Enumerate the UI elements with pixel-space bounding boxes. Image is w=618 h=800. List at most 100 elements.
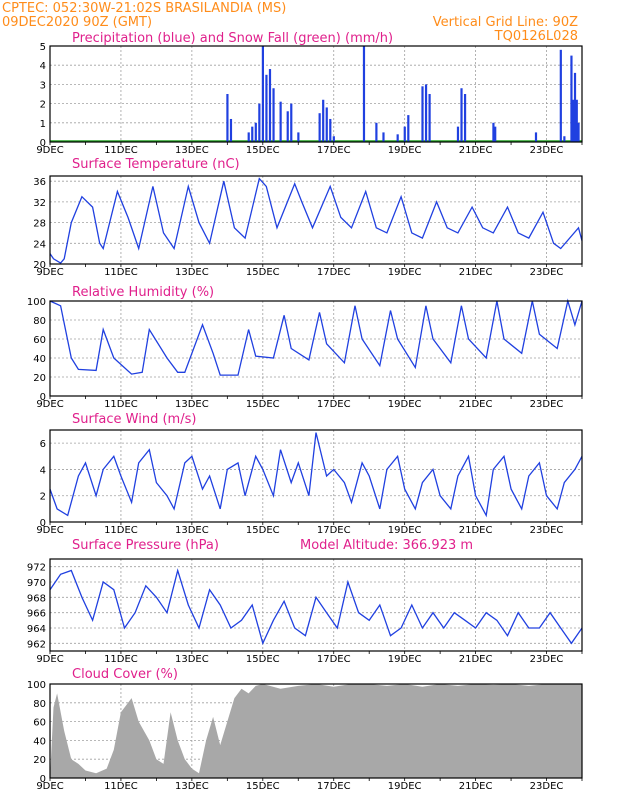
y-tick-label: 40 xyxy=(33,736,46,747)
x-tick-label: 19DEC xyxy=(388,525,422,536)
y-tick-label: 32 xyxy=(33,198,46,209)
series-line xyxy=(49,298,583,376)
y-tick-label: 0 xyxy=(40,774,46,785)
x-tick-label: 21DEC xyxy=(459,399,493,410)
panel-0: 0 1 2 3 4 5 9DEC 11DEC 13DEC 15DEC 17DEC 19DEC 21DEC… xyxy=(36,31,583,156)
x-tick-label: 13DEC xyxy=(175,267,209,278)
y-tick-label: 28 xyxy=(33,219,46,230)
x-tick-label: 13DEC xyxy=(175,145,209,156)
panel-title: Surface Wind (m/s) xyxy=(72,412,196,427)
panel-2: 0 20 40 60 80 100 9DEC 11DEC 13DEC 15DEC 17DEC 19DE… xyxy=(27,285,583,410)
y-tick-label: 60 xyxy=(33,718,46,729)
x-tick-label: 21DEC xyxy=(459,781,493,792)
x-tick-label: 9DEC xyxy=(36,145,63,156)
precip-bar xyxy=(559,49,562,143)
precip-bar xyxy=(329,118,332,142)
precip-bar xyxy=(572,99,575,142)
precip-bar xyxy=(534,132,538,142)
y-tick-label: 80 xyxy=(33,316,46,327)
x-tick-label: 23DEC xyxy=(530,654,564,665)
plot-frame xyxy=(49,45,583,143)
panel-1: 20 24 28 32 36 9DEC 11DEC 13DEC 15DEC 17DEC 19DEC 2… xyxy=(33,157,583,278)
panel-title: Precipitation (blue) and Snow Fall (gree… xyxy=(72,31,393,46)
x-tick-label: 23DEC xyxy=(530,399,564,410)
precip-bar xyxy=(272,88,275,142)
precip-bar xyxy=(573,72,577,142)
x-tick-label: 19DEC xyxy=(388,781,422,792)
precip-bar xyxy=(265,74,268,142)
y-tick-label: 5 xyxy=(40,42,46,53)
x-tick-label: 21DEC xyxy=(459,525,493,536)
precip-bar xyxy=(577,122,580,142)
header-date: 09DEC2020 90Z (GMT) xyxy=(2,15,152,30)
plot-frame xyxy=(49,175,583,265)
x-tick-label: 15DEC xyxy=(246,145,280,156)
x-tick-label: 15DEC xyxy=(246,267,280,278)
precip-bar xyxy=(318,113,321,142)
y-tick-label: 40 xyxy=(33,354,46,365)
precip-bar xyxy=(261,46,264,142)
plot-frame xyxy=(49,429,583,523)
y-tick-label: 36 xyxy=(33,177,46,188)
precip-bar xyxy=(375,122,378,142)
x-tick-label: 11DEC xyxy=(104,145,138,156)
precip-bar xyxy=(268,69,272,142)
x-tick-label: 9DEC xyxy=(36,399,63,410)
x-tick-label: 23DEC xyxy=(530,781,564,792)
precip-bar xyxy=(251,126,254,142)
x-tick-label: 17DEC xyxy=(317,399,351,410)
x-tick-label: 17DEC xyxy=(317,781,351,792)
precip-bar xyxy=(247,132,250,142)
x-tick-label: 15DEC xyxy=(246,781,280,792)
x-tick-label: 11DEC xyxy=(104,654,138,665)
header: CPTEC: 052:30W-21:02S BRASILANDIA (MS) 0… xyxy=(2,1,578,44)
cloud-area xyxy=(50,684,582,778)
precip-bar xyxy=(407,115,410,142)
y-tick-label: 2 xyxy=(40,100,46,111)
x-tick-label: 13DEC xyxy=(175,525,209,536)
y-tick-label: 0 xyxy=(40,138,46,149)
x-tick-label: 15DEC xyxy=(246,525,280,536)
x-tick-label: 17DEC xyxy=(317,267,351,278)
precip-bar xyxy=(428,94,431,142)
x-tick-label: 19DEC xyxy=(388,654,422,665)
y-tick-label: 60 xyxy=(33,335,46,346)
precip-bar xyxy=(403,126,406,142)
y-tick-label: 968 xyxy=(27,593,46,604)
precip-bar xyxy=(325,107,328,142)
y-tick-label: 20 xyxy=(33,260,46,271)
header-grid-note: Vertical Grid Line: 90Z xyxy=(433,15,578,30)
x-tick-label: 15DEC xyxy=(246,654,280,665)
precip-bar xyxy=(290,103,293,142)
x-tick-label: 19DEC xyxy=(388,145,422,156)
y-tick-label: 80 xyxy=(33,699,46,710)
x-tick-label: 21DEC xyxy=(459,267,493,278)
x-tick-label: 11DEC xyxy=(104,267,138,278)
x-tick-label: 17DEC xyxy=(317,145,351,156)
x-tick-label: 13DEC xyxy=(175,654,209,665)
x-tick-label: 23DEC xyxy=(530,267,564,278)
x-tick-label: 11DEC xyxy=(104,781,138,792)
x-tick-label: 11DEC xyxy=(104,399,138,410)
panel-title: Relative Humidity (%) xyxy=(72,285,214,300)
x-tick-label: 23DEC xyxy=(530,525,564,536)
x-tick-label: 9DEC xyxy=(36,781,63,792)
x-tick-label: 17DEC xyxy=(317,525,351,536)
series-line xyxy=(49,177,583,264)
precip-bar xyxy=(226,94,229,142)
plot-frame xyxy=(49,558,583,652)
precip-bar xyxy=(229,118,233,142)
y-tick-label: 20 xyxy=(33,373,46,384)
x-tick-label: 19DEC xyxy=(388,267,422,278)
panels: 0 1 2 3 4 5 9DEC 11DEC 13DEC 15DEC 17DEC 19DEC 21DEC… xyxy=(27,31,583,792)
x-tick-label: 11DEC xyxy=(104,525,138,536)
precip-bar xyxy=(279,101,282,142)
precip-bar xyxy=(254,122,257,142)
y-tick-label: 3 xyxy=(40,80,46,91)
y-tick-label: 6 xyxy=(40,439,46,450)
precip-bar xyxy=(570,55,573,142)
x-tick-label: 21DEC xyxy=(459,654,493,665)
precip-bar xyxy=(286,111,289,142)
y-tick-label: 4 xyxy=(40,61,46,72)
precip-bar xyxy=(575,99,578,142)
